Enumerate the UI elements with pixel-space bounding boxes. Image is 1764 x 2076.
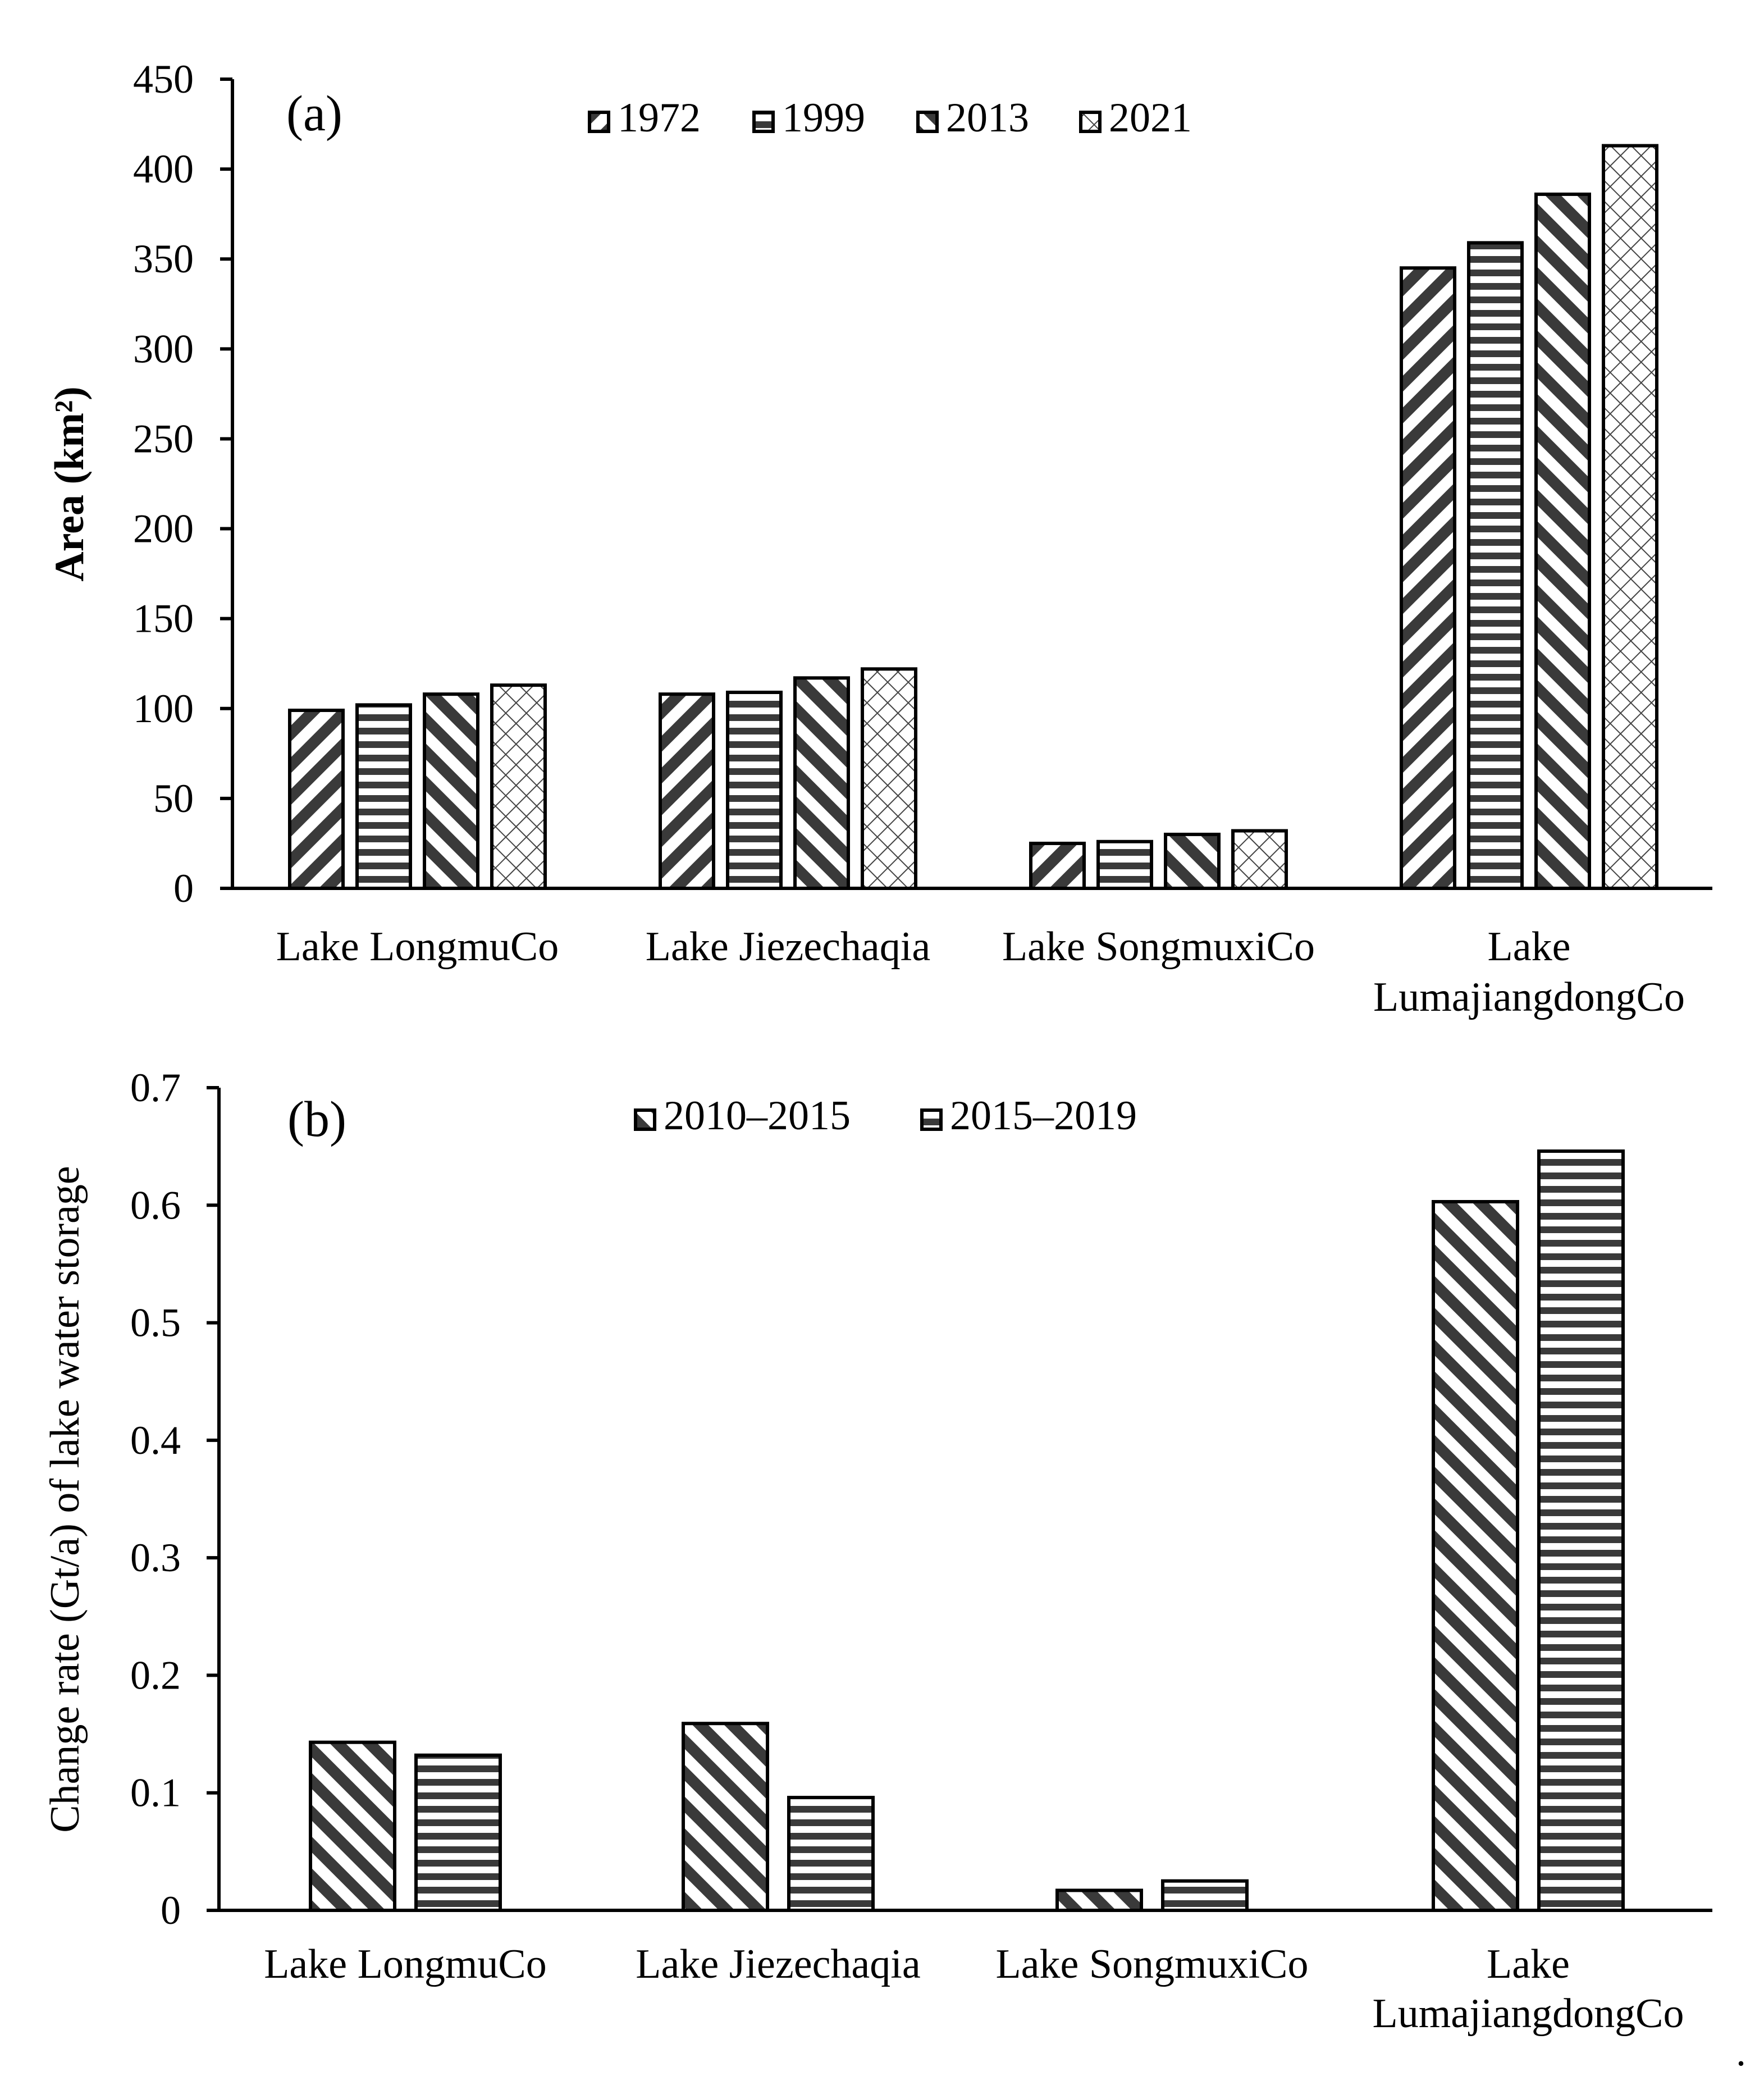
panel-b-bar-2010-2015-lake-songmuxico	[1055, 1888, 1143, 1912]
panel-b-bar-2010-2015-lake-longmuco	[309, 1740, 396, 1912]
panel-a-legend-label-1972: 1972	[618, 95, 701, 141]
panel-a-y-tick-label: 50	[153, 776, 194, 821]
panel-a-x-category-label: LumajiangdongCo	[1373, 974, 1685, 1020]
panel-a-legend-swatch-2021	[1079, 111, 1102, 133]
panel-b-bar-2010-2015-lake-lumajiangdongco	[1432, 1200, 1519, 1912]
panel-a-x-category-label: Lake LongmuCo	[276, 924, 559, 970]
panel-b-y-axis-title: Change rate (Gt/a) of lake water storage	[42, 1166, 88, 1833]
panel-b-x-category-label: Lake	[1487, 1941, 1570, 1987]
panel-a-y-tick-label: 250	[133, 416, 194, 461]
panel-a-area-chart: 0 50 100 150 200 250 300 350 400 450 Lake LongmuCo…	[47, 57, 1712, 1020]
panel-b-x-category-label: Lake SongmuxiCo	[995, 1941, 1308, 1987]
panel-a-y-tick-label: 200	[133, 507, 194, 551]
panel-b-y-tick-label: 0.5	[130, 1301, 181, 1345]
trailing-period: .	[1736, 2029, 1746, 2074]
panel-b-storage-change-chart: 0 0.1 0.2 0.3 0.4 0.5 0.6 0.7 Lake LongmuCo Lake …	[42, 1065, 1712, 2037]
panel-a-legend: 1972 1999 2013 2021	[588, 95, 1192, 141]
panel-a-bar-2021-lake-songmuxico	[1231, 829, 1288, 891]
panel-a-bar-1972-lake-lumajiangdongco	[1400, 266, 1456, 891]
panel-a-legend-swatch-1999	[752, 111, 775, 133]
panel-a-legend-swatch-1972	[588, 111, 610, 133]
panel-a-bar-1999-lake-songmuxico	[1096, 839, 1153, 890]
panel-b-x-category-label: Lake LongmuCo	[264, 1941, 547, 1987]
panel-b-x-category-label: LumajiangdongCo	[1373, 1991, 1684, 2037]
panel-b-bar-2015-2019-lake-songmuxico	[1161, 1879, 1249, 1912]
panel-a-bar-2013-lake-longmuco	[423, 692, 479, 891]
panel-a-bar-2021-lake-lumajiangdongco	[1602, 144, 1658, 891]
panel-a-legend-swatch-2013	[916, 111, 939, 133]
panel-a-bar-1972-lake-longmuco	[288, 708, 345, 890]
panel-b-bar-2010-2015-lake-jiezechaqia	[682, 1722, 769, 1912]
panel-b-y-tick-label: 0.6	[130, 1183, 181, 1228]
panel-a-bar-1999-lake-jiezechaqia	[726, 690, 783, 890]
panel-a-bar-2013-lake-jiezechaqia	[793, 676, 850, 890]
panel-a-bar-1999-lake-longmuco	[355, 703, 412, 890]
panel-a-legend-label-2013: 2013	[946, 95, 1029, 141]
panel-a-legend-label-2021: 2021	[1109, 95, 1192, 141]
panel-a-bar-1999-lake-lumajiangdongco	[1467, 241, 1524, 890]
panel-a-y-tick-label: 100	[133, 686, 194, 731]
panel-b-y-tick-label: 0	[161, 1888, 181, 1933]
panel-b-y-tick-label: 0.4	[130, 1418, 181, 1463]
panel-a-y-axis-title: Area (km²)	[47, 386, 93, 582]
panel-b-legend-swatch-2015-2019	[920, 1108, 943, 1131]
panel-a-bar-2021-lake-longmuco	[490, 683, 547, 891]
panel-a-x-category-label: Lake	[1488, 924, 1571, 970]
panel-a-bar-2021-lake-jiezechaqia	[861, 667, 917, 890]
panel-b-legend-label-2015-2019: 2015–2019	[950, 1093, 1137, 1139]
panel-a-bar-1972-lake-jiezechaqia	[659, 692, 715, 891]
panel-a-y-tick-label: 400	[133, 147, 194, 191]
panel-a-bar-2013-lake-lumajiangdongco	[1534, 192, 1591, 890]
panel-b-legend: 2010–2015 2015–2019	[634, 1093, 1137, 1139]
panel-a-bar-2013-lake-songmuxico	[1164, 832, 1221, 891]
panel-a-y-tick-label: 150	[133, 596, 194, 641]
panel-a-x-category-label: Lake Jiezechaqia	[646, 924, 930, 970]
panel-b-label: (b)	[287, 1092, 346, 1147]
panel-b-bar-2015-2019-lake-longmuco	[414, 1753, 502, 1913]
panel-a-y-tick-label: 0	[173, 866, 194, 911]
panel-b-legend-label-2010-2015: 2010–2015	[664, 1093, 851, 1139]
panel-b-legend-swatch-2010-2015	[634, 1108, 656, 1131]
panel-a-y-tick-label: 300	[133, 326, 194, 371]
panel-a-x-category-label: Lake SongmuxiCo	[1002, 924, 1315, 970]
panel-b-y-tick-label: 0.3	[130, 1535, 181, 1580]
panel-a-y-tick-label: 350	[133, 236, 194, 281]
panel-b-y-tick-label: 0.2	[130, 1653, 181, 1698]
panel-b-bar-2015-2019-lake-jiezechaqia	[787, 1796, 875, 1912]
panel-a-bar-1972-lake-songmuxico	[1029, 841, 1086, 891]
panel-b-y-tick-label: 0.7	[130, 1065, 181, 1110]
panel-b-bar-2015-2019-lake-lumajiangdongco	[1537, 1149, 1625, 1913]
panel-a-label: (a)	[286, 86, 342, 142]
panel-a-y-tick-label: 450	[133, 57, 194, 102]
panel-a-legend-label-1999: 1999	[782, 95, 865, 141]
panel-b-y-tick-label: 0.1	[130, 1771, 181, 1815]
panel-b-x-category-label: Lake Jiezechaqia	[636, 1941, 920, 1987]
